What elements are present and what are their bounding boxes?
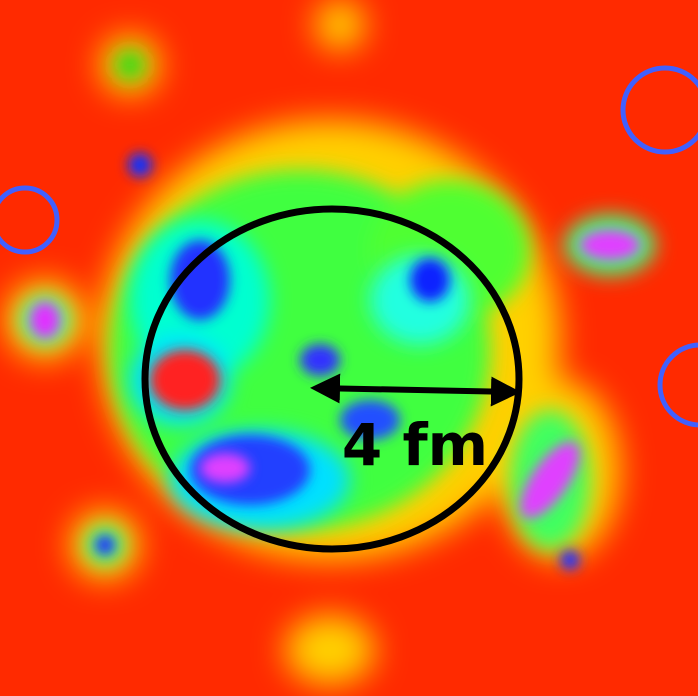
edge-rings bbox=[0, 65, 698, 428]
radius-label: 4 fm bbox=[342, 411, 488, 479]
radius-arrow bbox=[310, 373, 521, 407]
blue-layer bbox=[95, 153, 580, 570]
magenta-layer bbox=[30, 230, 640, 519]
